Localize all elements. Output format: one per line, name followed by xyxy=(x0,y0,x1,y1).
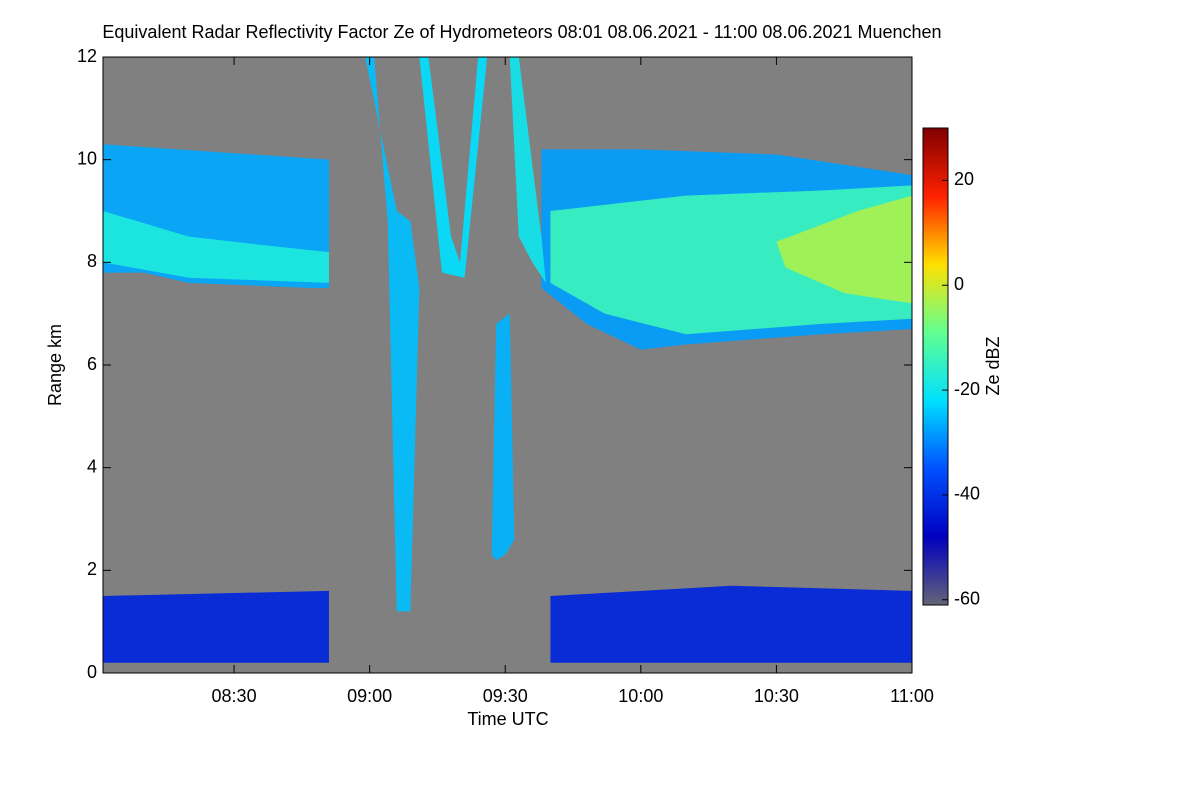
reflectivity-region xyxy=(509,57,546,283)
x-tick-label: 10:30 xyxy=(754,686,799,706)
colorbar-tick-label: -60 xyxy=(954,589,980,609)
y-tick-label: 8 xyxy=(87,251,97,271)
reflectivity-region xyxy=(550,185,912,335)
x-tick-label: 09:00 xyxy=(347,686,392,706)
colorbar xyxy=(922,127,949,606)
colorbar-tick-label: 20 xyxy=(954,169,974,189)
reflectivity-region xyxy=(103,590,329,663)
y-tick-label: 2 xyxy=(87,559,97,579)
reflectivity-region xyxy=(550,585,912,663)
chart-title: Equivalent Radar Reflectivity Factor Ze … xyxy=(102,22,941,42)
colorbar-tick-label: 0 xyxy=(954,274,964,294)
reflectivity-region xyxy=(491,313,515,561)
y-tick-label: 6 xyxy=(87,354,97,374)
reflectivity-region xyxy=(776,195,912,304)
colorbar-label: Ze dBZ xyxy=(983,336,1003,395)
y-tick-label: 12 xyxy=(77,46,97,66)
y-tick-label: 10 xyxy=(77,148,97,168)
x-axis-label: Time UTC xyxy=(467,709,548,729)
x-tick-label: 09:30 xyxy=(483,686,528,706)
reflectivity-region xyxy=(365,57,420,612)
x-tick-label: 11:00 xyxy=(890,686,934,706)
colorbar-tick-label: -20 xyxy=(954,379,980,399)
y-tick-label: 4 xyxy=(87,456,97,476)
x-tick-label: 08:30 xyxy=(212,686,257,706)
reflectivity-region xyxy=(103,211,329,283)
y-axis-label: Range km xyxy=(45,324,65,406)
reflectivity-region xyxy=(419,57,488,278)
colorbar-tick-label: -40 xyxy=(954,484,980,504)
x-tick-label: 10:00 xyxy=(618,686,663,706)
y-tick-label: 0 xyxy=(87,662,97,682)
